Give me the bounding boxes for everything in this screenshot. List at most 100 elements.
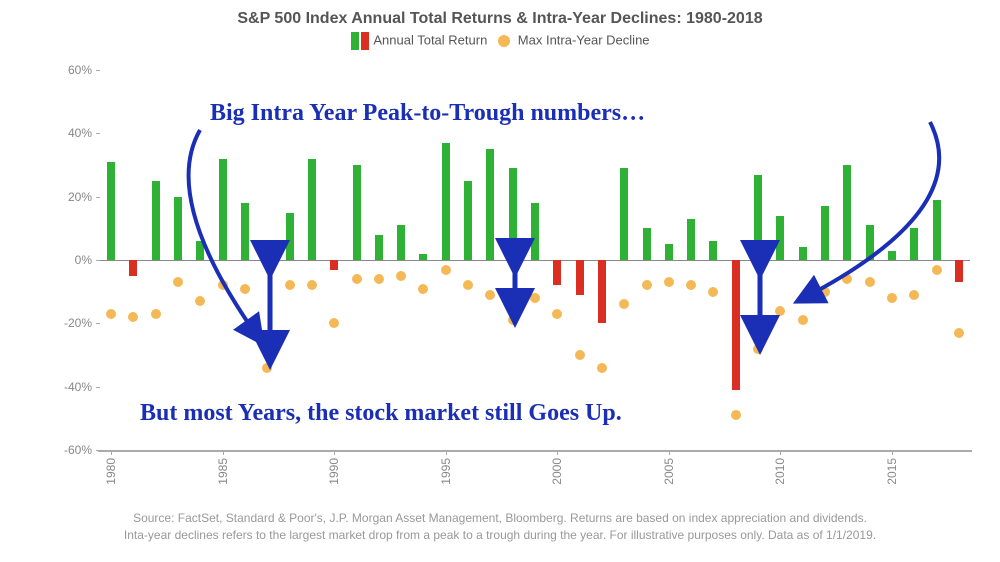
footnote: Source: FactSet, Standard & Poor's, J.P.…	[0, 510, 1000, 544]
legend-swatch-red	[361, 32, 369, 50]
bar	[107, 162, 115, 260]
bar	[598, 260, 606, 323]
x-axis-label: 1980	[104, 458, 118, 485]
bar	[263, 241, 271, 260]
decline-dot	[151, 309, 161, 319]
decline-dot	[731, 410, 741, 420]
decline-dot	[820, 287, 830, 297]
bar	[888, 251, 896, 261]
decline-dot	[240, 284, 250, 294]
legend-label-dots: Max Intra-Year Decline	[518, 32, 650, 47]
bar	[843, 165, 851, 260]
bar	[174, 197, 182, 260]
annotation-bottom-text: But most Years, the stock market still G…	[140, 400, 622, 427]
bar	[129, 260, 137, 276]
x-axis-label: 2000	[550, 458, 564, 485]
bar	[353, 165, 361, 260]
x-axis-label: 2005	[662, 458, 676, 485]
bar	[799, 247, 807, 260]
decline-dot	[887, 293, 897, 303]
decline-dot	[218, 280, 228, 290]
bar	[955, 260, 963, 282]
decline-dot	[842, 274, 852, 284]
bar	[308, 159, 316, 260]
y-axis-label: -40%	[64, 380, 92, 394]
bar	[933, 200, 941, 260]
bar	[910, 228, 918, 260]
bar	[419, 254, 427, 260]
decline-dot	[530, 293, 540, 303]
bar	[866, 225, 874, 260]
decline-dot	[441, 265, 451, 275]
bar	[464, 181, 472, 260]
chart-area: -60%-40%-20%0%20%40%60%19801985199019952…	[100, 70, 970, 450]
x-axis-label: 2010	[773, 458, 787, 485]
legend: Annual Total Return Max Intra-Year Decli…	[0, 32, 1000, 50]
decline-dot	[508, 315, 518, 325]
bar	[375, 235, 383, 260]
bar	[509, 168, 517, 260]
decline-dot	[329, 318, 339, 328]
decline-dot	[619, 299, 629, 309]
decline-dot	[418, 284, 428, 294]
bar	[442, 143, 450, 260]
decline-dot	[909, 290, 919, 300]
bar	[486, 149, 494, 260]
decline-dot	[597, 363, 607, 373]
annotation-top-text: Big Intra Year Peak-to-Trough numbers…	[210, 100, 645, 127]
decline-dot	[686, 280, 696, 290]
bar	[643, 228, 651, 260]
decline-dot	[552, 309, 562, 319]
decline-dot	[932, 265, 942, 275]
decline-dot	[285, 280, 295, 290]
decline-dot	[798, 315, 808, 325]
bar	[219, 159, 227, 260]
decline-dot	[575, 350, 585, 360]
bar	[330, 260, 338, 270]
plot: -60%-40%-20%0%20%40%60%19801985199019952…	[100, 70, 970, 450]
y-axis-label: -20%	[64, 316, 92, 330]
decline-dot	[485, 290, 495, 300]
decline-dot	[307, 280, 317, 290]
decline-dot	[262, 363, 272, 373]
bar	[531, 203, 539, 260]
decline-dot	[753, 344, 763, 354]
decline-dot	[708, 287, 718, 297]
decline-dot	[106, 309, 116, 319]
y-axis-label: 20%	[68, 190, 92, 204]
decline-dot	[128, 312, 138, 322]
bar	[665, 244, 673, 260]
decline-dot	[954, 328, 964, 338]
decline-dot	[865, 277, 875, 287]
footnote-line-1: Source: FactSet, Standard & Poor's, J.P.…	[0, 510, 1000, 527]
bar	[196, 241, 204, 260]
bar	[709, 241, 717, 260]
footnote-line-2: Inta-year declines refers to the largest…	[0, 527, 1000, 544]
bar	[241, 203, 249, 260]
bar	[754, 175, 762, 261]
decline-dot	[642, 280, 652, 290]
x-axis-label: 1995	[439, 458, 453, 485]
legend-swatch-dot	[498, 35, 510, 47]
y-axis-label: -60%	[64, 443, 92, 457]
decline-dot	[374, 274, 384, 284]
decline-dot	[195, 296, 205, 306]
x-axis-label: 2015	[885, 458, 899, 485]
bar	[576, 260, 584, 295]
bar	[776, 216, 784, 260]
decline-dot	[664, 277, 674, 287]
legend-label-bars: Annual Total Return	[373, 32, 487, 47]
y-axis-label: 40%	[68, 126, 92, 140]
chart-title: S&P 500 Index Annual Total Returns & Int…	[0, 0, 1000, 28]
y-axis-label: 60%	[68, 63, 92, 77]
legend-swatch-green	[351, 32, 359, 50]
bar	[821, 206, 829, 260]
decline-dot	[463, 280, 473, 290]
bar	[620, 168, 628, 260]
decline-dot	[352, 274, 362, 284]
bar	[553, 260, 561, 285]
x-axis-label: 1985	[216, 458, 230, 485]
bar	[152, 181, 160, 260]
y-axis-label: 0%	[75, 253, 92, 267]
bar	[687, 219, 695, 260]
